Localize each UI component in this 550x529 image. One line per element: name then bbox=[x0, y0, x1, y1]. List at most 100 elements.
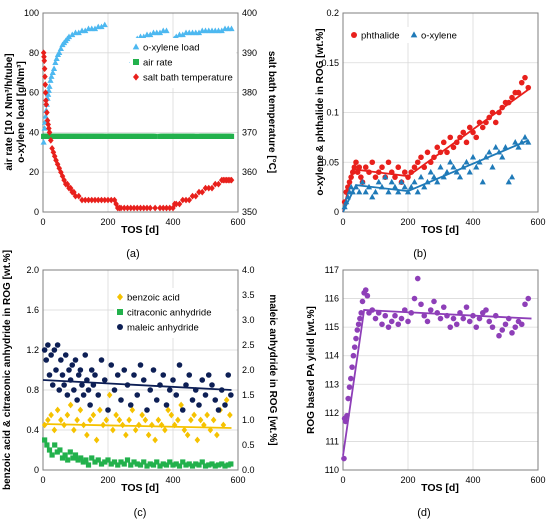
series-maleic-anhydride bbox=[41, 342, 234, 413]
data-point bbox=[41, 53, 47, 61]
data-point bbox=[95, 457, 101, 463]
data-point bbox=[49, 382, 56, 388]
data-point bbox=[215, 180, 222, 188]
data-point bbox=[149, 421, 155, 429]
data-point bbox=[118, 459, 124, 465]
plot-frame bbox=[342, 269, 539, 471]
data-point bbox=[92, 372, 98, 378]
y2-tick-label: 350 bbox=[242, 207, 257, 217]
y2-tick-label: 1.5 bbox=[242, 390, 255, 400]
data-point bbox=[65, 457, 71, 463]
y2-tick-label: 3.0 bbox=[242, 315, 255, 325]
data-point bbox=[382, 312, 389, 319]
data-point bbox=[84, 431, 90, 439]
data-point bbox=[154, 459, 160, 465]
data-point bbox=[391, 183, 399, 190]
data-point bbox=[160, 204, 167, 212]
data-point bbox=[54, 406, 61, 414]
y-tick-label: 2.0 bbox=[26, 265, 39, 275]
data-point bbox=[447, 134, 454, 141]
y-axis-title: o-xylene & phthalide in ROG [wt.%] bbox=[315, 28, 326, 195]
data-point bbox=[205, 372, 212, 378]
data-point bbox=[351, 344, 358, 350]
data-point bbox=[58, 168, 64, 176]
data-point bbox=[348, 183, 355, 190]
data-point bbox=[179, 196, 186, 204]
data-point bbox=[98, 357, 105, 363]
data-point bbox=[101, 377, 108, 383]
data-point bbox=[46, 372, 53, 378]
legend-marker bbox=[133, 73, 139, 81]
data-point bbox=[52, 442, 58, 448]
data-point bbox=[95, 196, 102, 204]
data-point bbox=[52, 59, 59, 65]
data-point bbox=[128, 462, 134, 468]
data-point bbox=[388, 318, 395, 325]
data-point bbox=[456, 173, 464, 180]
data-point bbox=[79, 382, 85, 388]
data-point bbox=[350, 352, 357, 359]
data-point bbox=[89, 455, 95, 461]
data-point bbox=[192, 192, 199, 200]
data-point bbox=[56, 49, 63, 56]
data-point bbox=[191, 411, 197, 419]
data-point bbox=[121, 367, 128, 373]
data-point bbox=[186, 461, 192, 467]
data-point bbox=[515, 143, 522, 150]
data-point bbox=[157, 463, 163, 469]
data-point bbox=[469, 153, 477, 160]
data-point bbox=[450, 144, 457, 151]
series-air-rate bbox=[41, 133, 235, 139]
data-point bbox=[106, 391, 113, 399]
data-point bbox=[48, 411, 54, 419]
data-point bbox=[97, 406, 103, 414]
y-tick-label: 110 bbox=[325, 465, 339, 475]
data-point bbox=[466, 318, 473, 325]
data-point bbox=[204, 411, 210, 419]
data-point bbox=[460, 315, 467, 322]
data-point bbox=[414, 188, 421, 195]
data-point bbox=[144, 407, 150, 413]
data-point bbox=[155, 416, 162, 424]
data-point bbox=[385, 159, 392, 166]
data-point bbox=[44, 109, 50, 116]
data-point bbox=[473, 324, 480, 330]
data-point bbox=[42, 89, 49, 96]
data-point bbox=[40, 49, 47, 57]
data-point bbox=[98, 196, 105, 204]
y2-tick-label: 400 bbox=[242, 8, 257, 18]
data-point bbox=[186, 372, 193, 378]
data-point bbox=[74, 416, 80, 424]
data-point bbox=[74, 397, 80, 403]
y2-tick-label: 360 bbox=[242, 167, 257, 177]
data-point bbox=[411, 178, 418, 185]
legend-label: benzoic acid bbox=[127, 293, 180, 304]
data-point bbox=[41, 65, 48, 73]
data-point bbox=[137, 362, 144, 368]
data-point bbox=[123, 431, 129, 439]
y-axis-title: benzoic acid & citraconic anhydride in R… bbox=[2, 250, 13, 490]
data-point bbox=[134, 204, 141, 212]
data-point bbox=[139, 411, 145, 419]
y-axis-title: air rate [10 x Nm³/h/tube] bbox=[4, 53, 15, 170]
data-point bbox=[44, 442, 50, 448]
data-point bbox=[51, 347, 58, 353]
data-point bbox=[357, 315, 363, 322]
data-point bbox=[219, 461, 225, 467]
data-point bbox=[92, 459, 98, 465]
legend: o-xylene load air rate salt bath temperatu… bbox=[130, 38, 236, 88]
data-point bbox=[202, 392, 209, 398]
legend: phthalide o-xylene bbox=[348, 27, 468, 43]
data-point bbox=[356, 188, 363, 195]
legend-box bbox=[348, 27, 468, 43]
y2-tick-label: 1.0 bbox=[242, 415, 255, 425]
data-point bbox=[196, 462, 202, 468]
data-point bbox=[65, 33, 73, 40]
panel-caption: (d) bbox=[417, 507, 430, 519]
data-point bbox=[227, 411, 233, 419]
data-point bbox=[179, 407, 186, 413]
data-point bbox=[354, 327, 361, 333]
data-point bbox=[50, 65, 58, 71]
data-point bbox=[173, 461, 179, 467]
x-tick-label: 400 bbox=[165, 475, 180, 485]
